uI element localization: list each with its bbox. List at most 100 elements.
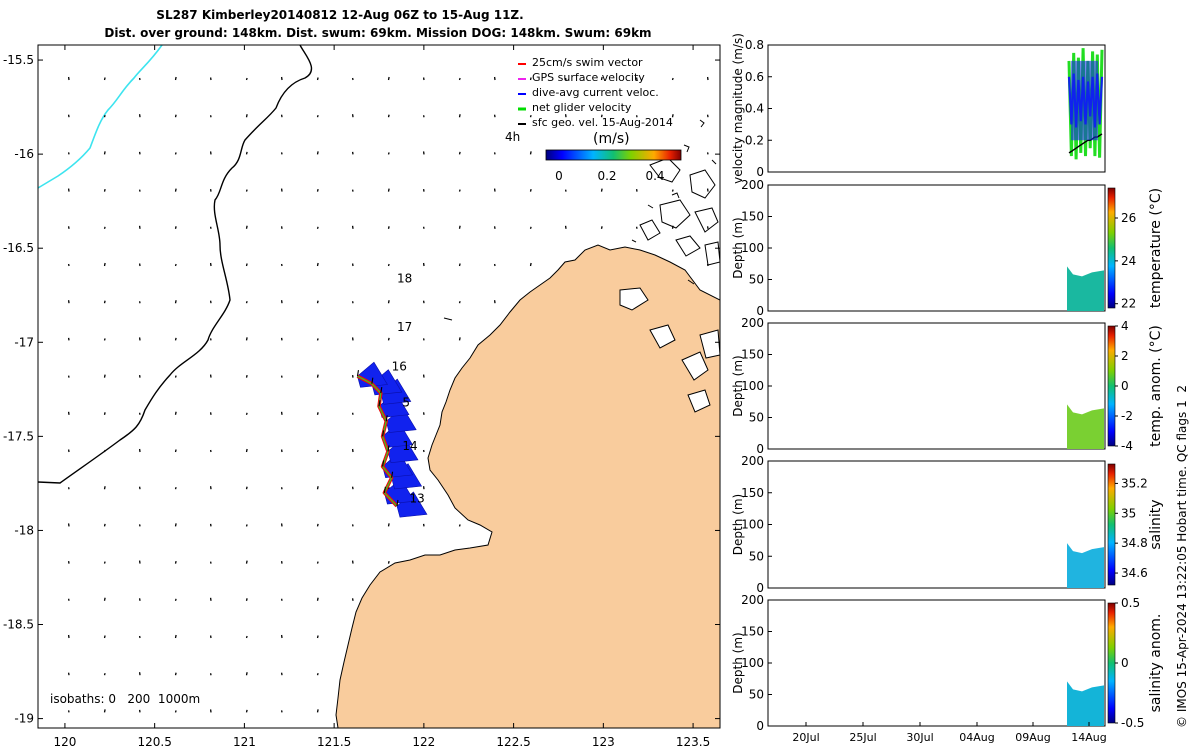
footer-credit: © IMOS 15-Apr-2024 13:22:05 Hobart time.… (1175, 385, 1189, 728)
track-arrow (371, 377, 374, 384)
map-colorbar (545, 149, 682, 161)
colorbar-tick-label: 0.5 (1121, 596, 1140, 610)
lat-tick-label: -18 (14, 523, 34, 537)
colorbar-tick-label: 35 (1121, 506, 1136, 520)
sfc-velocity-arrow (458, 301, 461, 304)
lon-tick-label: 123.5 (676, 735, 710, 749)
track-arrow (396, 499, 399, 507)
sfc-velocity-arrow (103, 597, 106, 601)
sfc-velocity-arrow (744, 301, 745, 304)
sfc-velocity-arrow (458, 263, 461, 267)
y-tick-label: 0 (756, 442, 764, 456)
sfc-velocity-arrow (529, 188, 532, 192)
lat-tick-label: -17.5 (3, 429, 34, 443)
date-tick-label: 09Aug (1015, 731, 1050, 744)
panel-ylabel: Depth (m) (731, 632, 745, 693)
y-tick-label: 200 (741, 454, 764, 468)
colorbar-tick-label: 34.8 (1121, 536, 1148, 550)
sfc-velocity-arrow (529, 115, 532, 118)
panel-colorbar (1107, 602, 1116, 724)
legend-entry-gps: GPS surface velocity (532, 71, 645, 84)
sfc-velocity-arrow (387, 560, 390, 564)
sfc-velocity-arrow (316, 262, 319, 267)
sfc-velocity-arrow (174, 710, 177, 713)
sfc-velocity-arrow (174, 152, 177, 155)
y-tick-label: 100 (741, 379, 764, 393)
sfc-velocity-arrow (174, 188, 177, 192)
track-arrow (385, 415, 388, 422)
sfc-velocity-arrow (245, 189, 248, 192)
sfc-velocity-arrow (458, 151, 461, 155)
sfc-velocity-arrow (103, 262, 106, 267)
sfc-velocity-arrow (744, 338, 745, 340)
sfc-velocity-arrow (103, 77, 106, 81)
date-tick-label: 14Aug (1071, 731, 1106, 744)
sfc-velocity-arrow (387, 300, 390, 304)
sfc-velocity-arrow (174, 337, 177, 341)
y-tick-label: 50 (749, 411, 764, 425)
sfc-velocity-arrow (458, 77, 461, 81)
colorbar-tick-label: 2 (1121, 349, 1129, 363)
panel-salinity: 0 50 100 150 200 Depth (m) 34.6 34.8 35 35.2salin… (731, 454, 1164, 595)
velocity-band (1071, 60, 1098, 141)
sfc-velocity-arrow (103, 374, 106, 378)
panel-colorbar (1107, 187, 1116, 309)
sfc-velocity-arrow (174, 375, 177, 378)
sfc-velocity-arrow (387, 226, 390, 229)
panel-colorbar (1107, 325, 1116, 447)
track-arrow (382, 460, 385, 467)
panel-frame (767, 184, 1106, 312)
y-tick-label: 0.6 (745, 70, 764, 84)
map-colorbar-tick-2: 0.4 (645, 169, 664, 183)
track-arrow (383, 486, 386, 493)
sfc-velocity-arrow (174, 76, 177, 81)
lat-tick-label: -16.5 (3, 241, 34, 255)
sfc-velocity-arrow (245, 598, 248, 601)
y-tick-label: 0 (756, 165, 764, 179)
sfc-velocity-arrow (387, 152, 390, 155)
panel-ylabel: velocity magnitude (m/s) (731, 33, 745, 184)
small-islets (443, 119, 717, 321)
y-tick-label: 100 (741, 518, 764, 532)
y-tick-label: 200 (741, 316, 764, 330)
map-legend: 25cm/s swim vector GPS surface velocity … (505, 56, 682, 183)
track-arrow (387, 445, 390, 452)
sfc-velocity-arrow (458, 524, 461, 527)
panel-frame (767, 44, 1106, 173)
isobath-0m-line (38, 45, 313, 484)
colorbar-label: temp. anom. (°C) (1148, 325, 1164, 447)
panel-ylabel: Depth (m) (731, 494, 745, 555)
sfc-velocity-arrow (174, 523, 177, 527)
sfc-velocity-arrow (600, 226, 603, 229)
sfc-velocity-arrow (174, 672, 177, 676)
lon-tick-label: 120.5 (137, 735, 171, 749)
sfc-velocity-arrow (458, 114, 461, 118)
colorbar-tick-label: 26 (1121, 211, 1136, 225)
sfc-velocity-arrow (316, 412, 319, 415)
sfc-velocity-arrow (174, 634, 177, 639)
sfc-velocity-arrow (316, 338, 319, 341)
sfc-velocity-arrow (245, 114, 248, 118)
date-tick-label: 25Jul (849, 731, 876, 744)
sfc-velocity-arrow (316, 115, 319, 118)
surface-velocity-arrows (67, 76, 745, 713)
colorbar-label: temperature (°C) (1148, 188, 1164, 308)
heatmap-block (1067, 681, 1104, 726)
sfc-velocity-arrow (174, 263, 177, 267)
sfc-velocity-arrow (103, 561, 106, 564)
sfc-velocity-arrow (103, 523, 106, 527)
track-arrow (382, 430, 385, 437)
track-arrow (391, 471, 394, 478)
colorbar-tick-label: 22 (1121, 297, 1136, 311)
sfc-velocity-arrow (245, 524, 248, 527)
y-tick-label: 150 (741, 210, 764, 224)
day-label: 16 (392, 360, 407, 374)
sfc-velocity-arrow (316, 523, 319, 527)
chart-subtitle: Dist. over ground: 148km. Dist. swum: 69… (104, 26, 652, 40)
sfc-velocity-arrow (174, 560, 177, 564)
glider-track (356, 361, 428, 518)
sfc-velocity-arrow (316, 300, 319, 304)
